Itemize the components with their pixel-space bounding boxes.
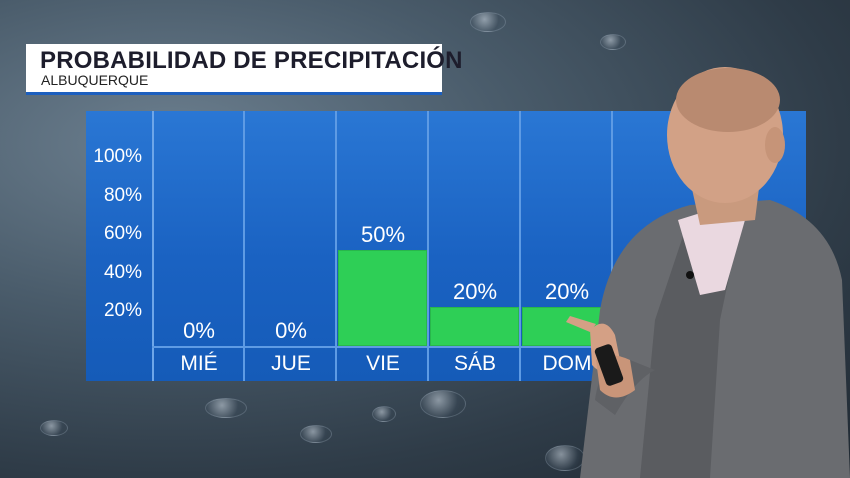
value-label: 0%	[183, 318, 215, 343]
value-label: 50%	[360, 221, 406, 247]
day-label: MIÉ	[180, 352, 218, 375]
presenter-figure	[566, 67, 850, 478]
raindrop	[40, 420, 68, 436]
baseline	[152, 346, 806, 348]
value-label: 20%	[544, 279, 590, 305]
column-divider	[243, 111, 245, 381]
y-tick-label: 20%	[103, 300, 142, 322]
y-tick-label: 60%	[103, 223, 142, 245]
raindrop	[205, 398, 247, 418]
value-label: 0%	[275, 318, 307, 343]
bar-sáb	[430, 307, 519, 346]
day-label: DOM	[542, 352, 592, 375]
y-tick-label: 80%	[103, 184, 142, 206]
y-tick-label: 40%	[103, 261, 142, 283]
raindrop	[545, 445, 585, 471]
day-label: JUE	[271, 352, 311, 375]
column-divider	[427, 111, 429, 381]
day-label: SÁB	[453, 352, 497, 375]
y-axis: 100% 80% 60% 40% 20%	[86, 111, 154, 381]
raindrop	[300, 425, 332, 443]
raindrop	[600, 34, 626, 50]
column-divider	[519, 111, 521, 381]
column-divider	[335, 111, 337, 381]
raindrop	[470, 12, 506, 32]
raindrop	[420, 390, 466, 418]
page-title: PROBABILIDAD DE PRECIPITACIÓN	[40, 47, 463, 74]
y-tick-label: 100%	[93, 146, 142, 167]
day-label: VIE	[366, 352, 400, 375]
value-label: 20%	[452, 279, 498, 305]
bar-vie	[338, 249, 427, 346]
location-subtitle: ALBUQUERQUE	[41, 72, 149, 88]
raindrop	[372, 406, 396, 422]
column-divider	[611, 111, 613, 381]
title-panel: PROBABILIDAD DE PRECIPITACIÓN ALBUQUERQU…	[26, 44, 463, 95]
